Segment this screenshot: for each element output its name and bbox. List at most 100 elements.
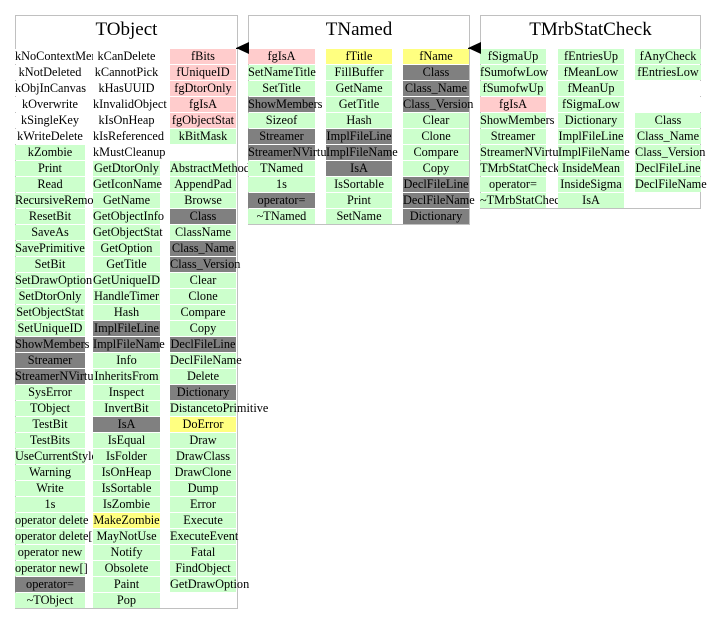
member-cell: IsSortable <box>93 481 160 496</box>
member-cell: kObjInCanvas <box>15 81 87 96</box>
member-cell: TNamed <box>248 161 315 176</box>
member-cell: Class <box>635 113 701 128</box>
member-cell: SetTitle <box>248 81 315 96</box>
member-cell: SetName <box>326 209 392 224</box>
member-cell: Notify <box>93 545 160 560</box>
member-cell: MakeZombie <box>93 513 160 528</box>
member-cell: Read <box>15 177 85 192</box>
member-cell: ShowMembers <box>480 113 555 128</box>
member-cell: AppendPad <box>170 177 236 192</box>
member-cell: kMustCleanup <box>93 145 166 160</box>
member-cell: GetIconName <box>93 177 162 192</box>
member-cell: operator= <box>480 177 546 192</box>
member-cell: ImplFileName <box>93 337 165 352</box>
member-cell: IsA <box>326 161 392 176</box>
member-cell: fSigmaLow <box>558 97 624 112</box>
member-cell: IsFolder <box>93 449 160 464</box>
member-cell: FindObject <box>170 561 236 576</box>
member-cell: Sizeof <box>248 113 315 128</box>
member-cell: IsZombie <box>93 497 160 512</box>
member-cell: MayNotUse <box>93 529 160 544</box>
member-cell: ImplFileName <box>558 145 630 160</box>
member-cell: Error <box>170 497 236 512</box>
member-cell: Copy <box>170 321 236 336</box>
tnamed-header-frame <box>248 15 470 45</box>
member-cell: fAnyCheck <box>635 49 701 64</box>
member-cell: SetObjectStat <box>15 305 85 320</box>
member-cell: DeclFileLine <box>635 161 701 176</box>
member-cell: kInvalidObject <box>93 97 167 112</box>
member-cell: SetDtorOnly <box>15 289 85 304</box>
member-cell: StreamerNVirtual <box>15 369 103 384</box>
member-cell: fUniqueID <box>170 65 236 80</box>
member-cell: Class_Name <box>635 129 701 144</box>
member-cell: operator new[] <box>15 561 88 576</box>
member-cell: FillBuffer <box>326 65 392 80</box>
inheritance-arrow-icon <box>236 42 249 54</box>
member-cell: operator= <box>248 193 315 208</box>
member-cell: ImplFileLine <box>558 129 624 144</box>
member-cell: operator= <box>15 577 85 592</box>
member-cell: ShowMembers <box>248 97 323 112</box>
member-cell: Info <box>93 353 160 368</box>
member-cell: IsSortable <box>326 177 392 192</box>
member-cell: Dump <box>170 481 236 496</box>
member-cell: GetDtorOnly <box>93 161 160 176</box>
member-cell: UseCurrentStyle <box>15 449 97 464</box>
member-cell: TestBits <box>15 433 85 448</box>
member-cell: fSigmaUp <box>480 49 546 64</box>
member-cell: ~TNamed <box>248 209 315 224</box>
member-cell: Draw <box>170 433 236 448</box>
member-cell: fBits <box>170 49 236 64</box>
member-cell: kSingleKey <box>15 113 85 128</box>
member-cell: fgIsA <box>480 97 546 112</box>
member-cell: Class <box>170 209 236 224</box>
member-cell: Class <box>403 65 469 80</box>
member-cell: 1s <box>15 497 85 512</box>
member-cell: Clear <box>170 273 236 288</box>
member-cell: Dictionary <box>170 385 236 400</box>
member-cell: Browse <box>170 193 236 208</box>
member-cell: Streamer <box>15 353 85 368</box>
tmrbstatcheck-title: TMrbStatCheck <box>529 19 652 40</box>
member-cell: Hash <box>326 113 392 128</box>
member-cell: Clone <box>170 289 236 304</box>
member-cell: Clear <box>403 113 469 128</box>
member-cell: GetObjectInfo <box>93 209 165 224</box>
member-cell: RecursiveRemove <box>15 193 106 208</box>
member-cell: ~TObject <box>15 593 85 608</box>
member-cell: ExecuteEvent <box>170 529 239 544</box>
member-cell: operator delete <box>15 513 89 528</box>
member-cell: kIsOnHeap <box>93 113 160 128</box>
member-cell: Class_Name <box>170 241 236 256</box>
inheritance-arrow-icon <box>468 42 481 54</box>
member-cell: Class_Version <box>403 97 474 112</box>
member-cell: kNoContextMenu <box>15 49 104 64</box>
member-cell: TestBit <box>15 417 85 432</box>
member-cell: GetTitle <box>93 257 160 272</box>
member-cell: fMeanUp <box>558 81 624 96</box>
member-cell: Dictionary <box>558 113 624 128</box>
member-cell: Streamer <box>480 129 546 144</box>
member-cell: AbstractMethod <box>170 161 250 176</box>
member-cell: Delete <box>170 369 236 384</box>
member-cell: Class_Version <box>170 257 241 272</box>
member-cell: kCannotPick <box>93 65 160 80</box>
member-cell: IsEqual <box>93 433 160 448</box>
member-cell: ImplFileLine <box>93 321 160 336</box>
member-cell: fEntriesUp <box>558 49 624 64</box>
member-cell: InvertBit <box>93 401 160 416</box>
member-cell: fSumofwUp <box>480 81 546 96</box>
member-cell: DrawClass <box>170 449 236 464</box>
member-cell: fTitle <box>326 49 392 64</box>
member-cell: Print <box>15 161 85 176</box>
member-cell <box>170 145 236 160</box>
member-cell: Obsolete <box>93 561 160 576</box>
member-cell: Class_Version <box>635 145 706 160</box>
member-cell: ImplFileLine <box>326 129 392 144</box>
member-cell: Copy <box>403 161 469 176</box>
member-cell: SaveAs <box>15 225 85 240</box>
member-cell: SavePrimitive <box>15 241 85 256</box>
member-cell: kNotDeleted <box>15 65 85 80</box>
